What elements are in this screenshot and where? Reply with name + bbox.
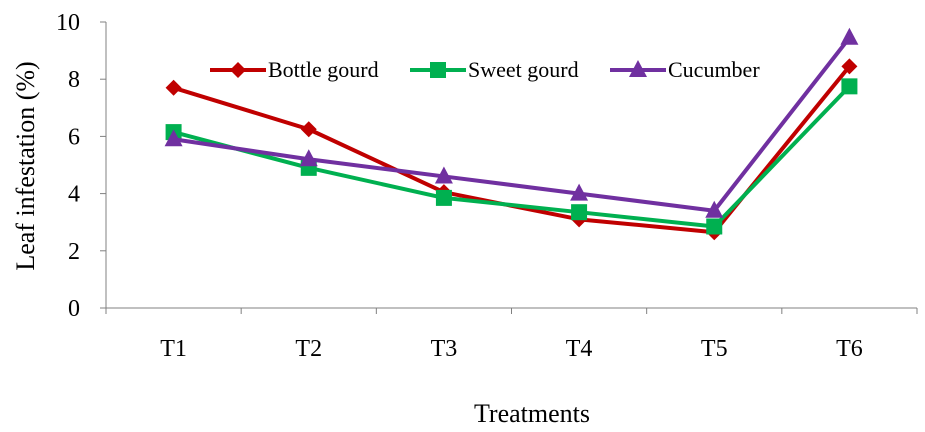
y-tick-label: 6	[68, 124, 80, 150]
sweet-gourd-point	[435, 189, 452, 206]
cucumber-point	[434, 166, 453, 184]
x-tick-label: T4	[566, 336, 593, 362]
y-axis-title: Leaf infestation (%)	[11, 61, 40, 270]
cucumber-point	[840, 27, 859, 45]
cucumber-point	[570, 183, 589, 201]
legend-item-bottle-gourd: Bottle gourd	[210, 57, 379, 82]
legend-item-sweet-gourd: Sweet gourd	[410, 57, 579, 82]
y-tick-label: 4	[68, 182, 80, 208]
legend: Bottle gourd Sweet gourd Cucumber	[210, 57, 760, 82]
legend-item-cucumber: Cucumber	[610, 57, 760, 82]
legend-swatch-marker	[230, 62, 246, 78]
sweet-gourd-line	[173, 84, 851, 229]
bottle-gourd-line	[172, 65, 851, 235]
y-tick-label: 2	[68, 239, 80, 265]
legend-swatch-marker	[629, 60, 647, 77]
x-tick-label: T2	[295, 336, 322, 362]
cucumber-point	[705, 200, 724, 218]
y-tick-label: 0	[68, 296, 80, 322]
cucumber-point	[164, 129, 183, 147]
bottle-gourd-point	[300, 121, 317, 138]
cucumber-point	[299, 149, 318, 167]
legend-label: Bottle gourd	[268, 57, 379, 82]
legend-label: Sweet gourd	[468, 57, 579, 82]
sweet-gourd-point	[841, 78, 858, 95]
tick-labels: 0 2 4 6 8 10 T1 T2 T3 T4 T5 T6	[56, 10, 863, 362]
x-tick-label: T1	[160, 336, 187, 362]
series-lines	[164, 27, 859, 241]
bottle-gourd-point	[841, 58, 858, 75]
axes	[100, 21, 918, 314]
x-tick-label: T3	[431, 336, 458, 362]
legend-label: Cucumber	[668, 57, 760, 82]
sweet-gourd-point	[571, 204, 588, 221]
x-tick-label: T5	[701, 336, 728, 362]
cucumber-line	[173, 36, 851, 213]
y-tick-label: 10	[56, 10, 80, 36]
y-tick-label: 8	[68, 67, 80, 93]
x-tick-label: T6	[836, 336, 863, 362]
legend-swatch-marker	[430, 62, 446, 78]
bottle-gourd-point	[165, 79, 182, 96]
sweet-gourd-point	[706, 218, 723, 235]
x-axis-title: Treatments	[474, 399, 590, 428]
